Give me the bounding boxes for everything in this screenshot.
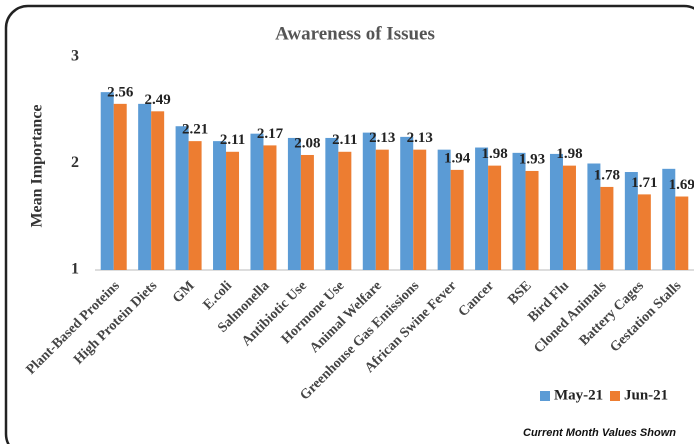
value-label: 2.11: [332, 132, 357, 148]
bar: [300, 154, 314, 270]
value-label: 2.11: [220, 132, 245, 148]
value-label: 2.49: [145, 92, 171, 108]
bar: [450, 169, 464, 270]
bar: [375, 149, 389, 270]
bar: [325, 137, 339, 270]
value-label: 1.94: [444, 150, 471, 166]
bar: [488, 165, 502, 270]
legend-swatch: [610, 391, 620, 401]
value-label: 1.69: [669, 177, 694, 193]
value-label: 2.17: [257, 126, 284, 142]
value-label: 2.13: [407, 130, 433, 146]
x-tick-label: Cancer: [456, 278, 497, 319]
legend-label: Jun-21: [624, 387, 668, 403]
y-tick-label: 2: [71, 154, 79, 171]
bar: [338, 151, 352, 270]
value-label: 2.13: [369, 130, 395, 146]
bar: [188, 141, 202, 270]
bar: [675, 196, 689, 270]
bar: [113, 103, 127, 270]
bar: [175, 126, 189, 270]
bar: [437, 149, 451, 270]
value-label: 1.98: [556, 146, 582, 162]
bar: [662, 168, 676, 270]
bar: [587, 163, 601, 270]
x-tick-label: BSE: [505, 278, 534, 307]
value-label: 2.08: [294, 135, 320, 151]
bar: [512, 152, 526, 270]
bar: [562, 165, 576, 270]
bar: [263, 145, 277, 270]
chart-title: Awareness of Issues: [275, 23, 435, 44]
bar: [475, 147, 489, 270]
value-label: 1.93: [519, 151, 545, 167]
bar: [213, 141, 227, 270]
value-label: 1.78: [594, 167, 620, 183]
bar: [549, 153, 563, 270]
bar: [600, 186, 614, 270]
frame: [4, 4, 694, 444]
value-label: 1.98: [481, 146, 507, 162]
x-tick-label: Antibiotic Use: [239, 278, 310, 349]
bar: [138, 103, 152, 270]
value-label: 1.71: [631, 175, 657, 191]
bar: [637, 194, 651, 270]
bar: [151, 111, 165, 270]
bar: [250, 133, 264, 270]
bar: [362, 132, 376, 270]
value-label: 2.56: [107, 84, 134, 100]
y-tick-label: 3: [71, 48, 79, 65]
annotation: Current Month Values Shown: [523, 427, 676, 439]
bar: [413, 149, 427, 270]
value-label: 2.21: [182, 122, 208, 138]
bar: [226, 151, 240, 270]
x-tick-label: E.coli: [201, 278, 236, 313]
bar: [400, 136, 414, 270]
legend-label: May-21: [554, 387, 603, 403]
y-axis-label: Mean Importance: [29, 104, 46, 227]
x-tick-label: Battery Cages: [577, 278, 648, 349]
bar: [100, 92, 114, 271]
bar: [624, 172, 638, 270]
bar: [525, 170, 539, 270]
bar: [287, 137, 301, 270]
y-tick-label: 1: [71, 261, 79, 278]
legend-swatch: [540, 391, 550, 401]
x-tick-label: GM: [170, 278, 198, 306]
